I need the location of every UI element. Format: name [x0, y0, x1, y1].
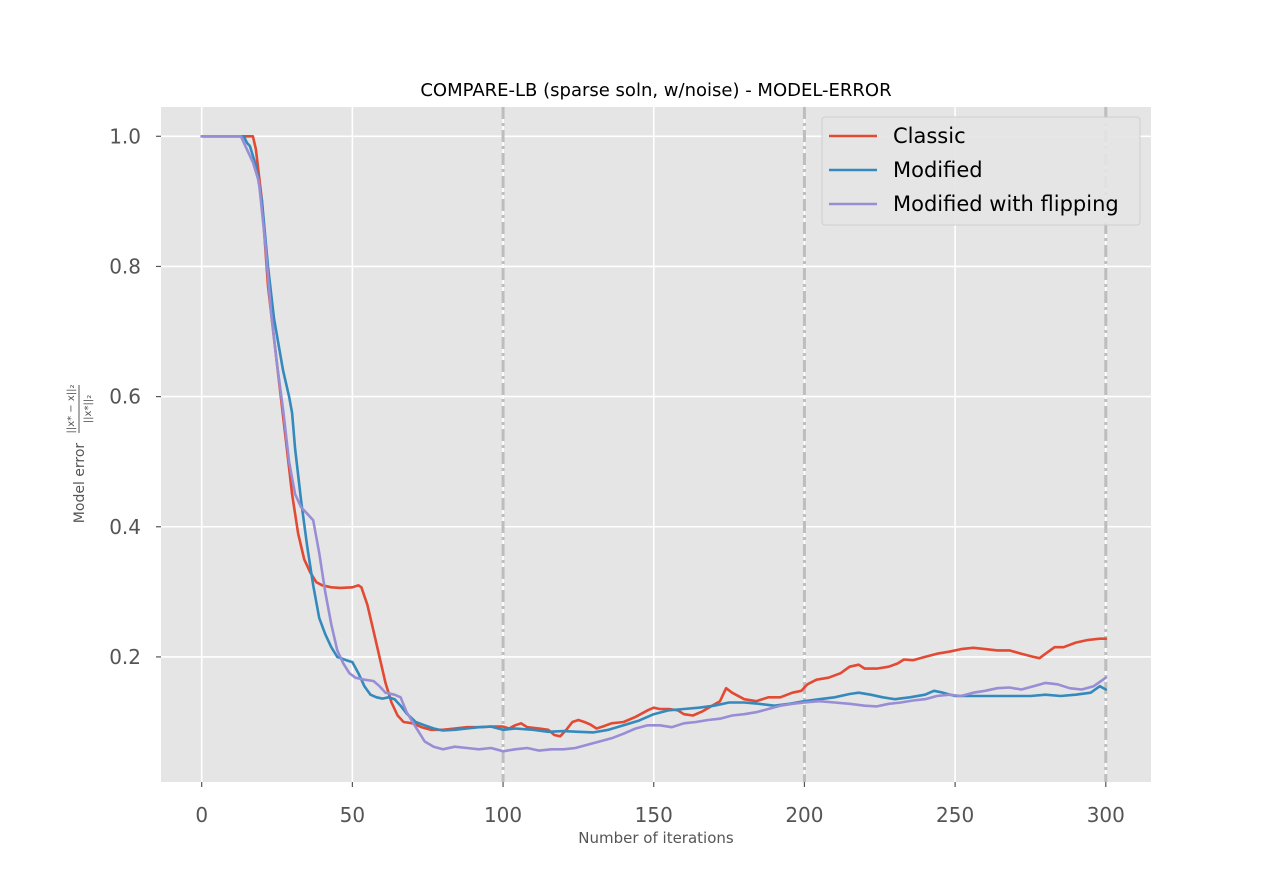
series-layer: [200, 135, 1108, 753]
x-tick-label-0: 0: [195, 803, 208, 827]
y-axis-label-denominator: ||x*||₂: [83, 395, 94, 423]
series-line-modified-with-flipping: [200, 135, 1108, 753]
x-tick-label-150: 150: [635, 803, 673, 827]
y-axis-label: Model error ||x* − x||₂ ||x*||₂: [66, 384, 94, 523]
series-line-classic: [200, 135, 1108, 738]
y-tick-label-0.4: 0.4: [109, 515, 141, 539]
axis-ticks: 0 50 100 150 200 250 300 0.2 0.4 0.6 0.8 1.0: [109, 124, 1125, 827]
y-axis-label-prefix: Model error: [72, 443, 88, 524]
chart-title: COMPARE-LB (sparse soln, w/noise) - MODE…: [420, 80, 891, 101]
legend-label-modified-with-flipping: Modified with flipping: [893, 192, 1119, 216]
y-axis-label-numerator: ||x* − x||₂: [66, 384, 77, 433]
grid-lines: [161, 107, 1151, 782]
x-tick-label-200: 200: [785, 803, 823, 827]
series-line-modified: [200, 135, 1108, 734]
x-tick-label-250: 250: [936, 803, 974, 827]
x-tick-label-50: 50: [340, 803, 365, 827]
reference-lines: [501, 107, 1108, 782]
legend-label-classic: Classic: [893, 124, 966, 148]
legend-box: [821, 116, 1141, 226]
y-tick-label-0.2: 0.2: [109, 645, 141, 669]
y-tick-label-0.6: 0.6: [109, 385, 141, 409]
legend: Classic Modified Modified with flipping: [821, 116, 1141, 226]
x-tick-label-100: 100: [484, 803, 522, 827]
legend-label-modified: Modified: [893, 158, 983, 182]
x-tick-label-300: 300: [1087, 803, 1125, 827]
x-axis-label: Number of iterations: [578, 829, 734, 847]
y-tick-label-1.0: 1.0: [109, 124, 141, 148]
y-tick-label-0.8: 0.8: [109, 254, 141, 278]
